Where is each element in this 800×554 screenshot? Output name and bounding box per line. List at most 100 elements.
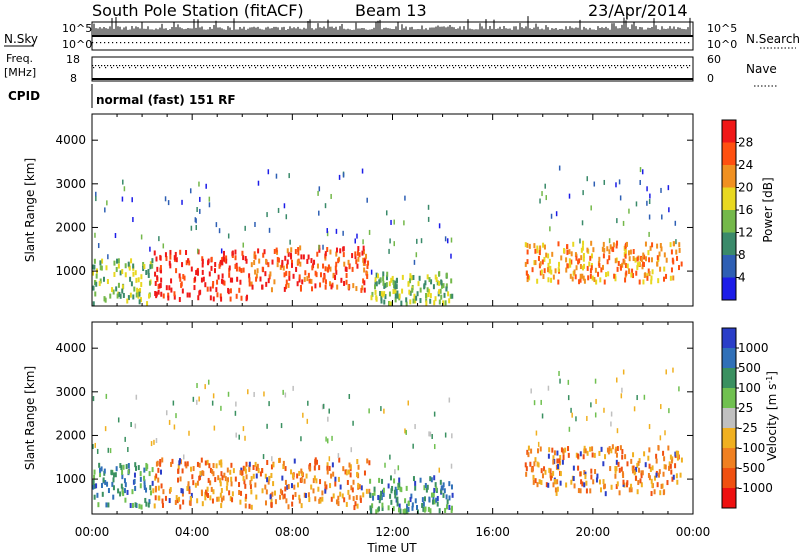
range-cell: [398, 293, 401, 299]
nave-dot: [620, 65, 622, 67]
nsearch-dot: [600, 42, 602, 44]
range-cell: [678, 386, 680, 392]
range-cell: [431, 499, 434, 505]
range-cell: [622, 220, 625, 226]
range-cell: [598, 256, 601, 262]
range-cell: [284, 466, 287, 472]
range-cell: [97, 243, 100, 249]
range-cell: [574, 252, 577, 258]
range-cell: [556, 458, 559, 464]
range-cell: [273, 279, 276, 285]
range-cell: [648, 424, 651, 430]
range-cell: [541, 413, 544, 419]
nave-dot: [554, 65, 556, 67]
range-cell: [214, 477, 217, 483]
nave-dot: [237, 67, 239, 69]
range-cell: [344, 469, 347, 475]
range-cell: [424, 506, 427, 512]
nave-dot: [591, 67, 593, 69]
range-cell: [170, 278, 173, 284]
range-cell: [670, 458, 673, 464]
range-cell: [99, 472, 102, 478]
nsearch-dot: [668, 42, 670, 44]
range-cell: [567, 395, 570, 401]
range-cell: [624, 454, 627, 460]
range-cell: [421, 502, 424, 508]
nave-dot: [488, 65, 490, 67]
range-cell: [651, 242, 654, 248]
range-cell: [336, 284, 339, 290]
nave-dot: [651, 67, 653, 69]
range-cell: [326, 228, 328, 234]
range-cell: [94, 442, 97, 448]
range-cell: [206, 486, 209, 492]
range-cell: [216, 292, 219, 298]
range-cell: [389, 301, 392, 307]
range-cell: [534, 457, 537, 463]
range-cell: [391, 485, 394, 491]
range-cell: [268, 475, 271, 481]
range-cell: [347, 469, 350, 475]
range-cell: [162, 489, 165, 495]
range-cell: [392, 289, 395, 295]
range-cell: [571, 412, 573, 418]
range-cell: [212, 463, 215, 469]
range-cell: [640, 257, 643, 263]
nave-dot: [629, 65, 631, 67]
range-cell: [549, 472, 552, 478]
range-cell: [180, 281, 183, 287]
nsearch-dot: [176, 42, 178, 44]
nave-dot: [245, 65, 247, 67]
range-cell: [678, 242, 681, 248]
range-cell: [526, 277, 529, 283]
nave-dot: [173, 65, 175, 67]
range-cell: [120, 483, 123, 489]
range-cell: [179, 504, 182, 510]
range-cell: [149, 261, 152, 267]
range-cell: [202, 471, 205, 477]
range-cell: [173, 294, 176, 300]
range-cell: [621, 454, 624, 460]
range-cell: [304, 493, 307, 499]
nave-dot: [465, 67, 467, 69]
range-cell: [334, 265, 337, 271]
colorbar-swatch: [722, 408, 736, 429]
range-cell: [556, 450, 559, 456]
nave-dot: [275, 65, 277, 67]
nsearch-dot: [512, 42, 514, 44]
range-cell: [242, 475, 245, 481]
range-cell: [255, 276, 258, 282]
nave-dot: [387, 67, 389, 69]
nave-dot: [287, 65, 289, 67]
range-cell: [220, 471, 223, 477]
range-cell: [655, 458, 658, 464]
colorbar-swatch: [722, 428, 736, 449]
range-cell: [376, 507, 379, 513]
range-cell: [123, 478, 126, 484]
range-cell: [363, 470, 366, 476]
nsearch-dot: [468, 42, 470, 44]
range-cell: [441, 283, 444, 289]
range-cell: [590, 468, 593, 474]
range-cell: [135, 292, 138, 298]
range-cell: [164, 196, 167, 202]
nsearch-dot: [352, 42, 354, 44]
range-cell: [248, 461, 251, 467]
colorbar-tick-label: 16: [738, 203, 753, 217]
range-cell: [302, 412, 304, 418]
range-cell: [394, 486, 397, 492]
nsearch-dot: [676, 42, 678, 44]
range-cell: [388, 291, 391, 297]
range-cell: [112, 289, 115, 295]
range-cell: [614, 448, 617, 454]
range-cell: [290, 259, 293, 265]
range-cell: [160, 469, 163, 475]
range-cell: [564, 447, 567, 453]
nsearch-dot: [360, 42, 362, 44]
range-cell: [594, 378, 597, 384]
range-cell: [360, 485, 363, 491]
range-cell: [253, 260, 256, 266]
range-cell: [390, 499, 393, 505]
range-cell: [448, 298, 451, 304]
